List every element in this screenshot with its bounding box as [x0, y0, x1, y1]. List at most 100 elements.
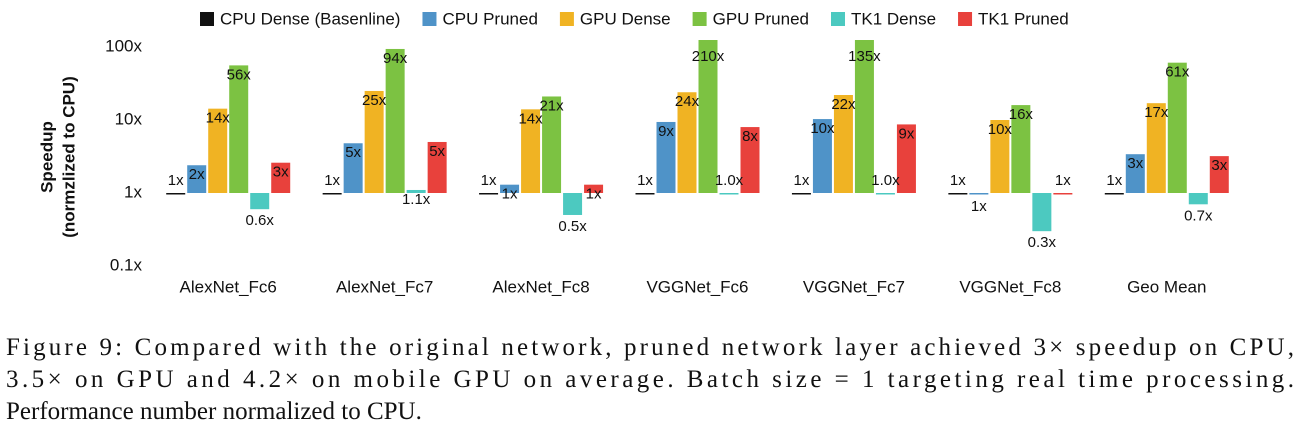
bar	[427, 141, 447, 193]
data-label: 24x	[675, 93, 700, 110]
bar	[322, 193, 342, 195]
x-tick-label: VGGNet_Fc8	[959, 277, 1061, 296]
bar	[500, 184, 520, 193]
bar	[948, 193, 968, 195]
legend-swatch	[692, 12, 707, 26]
data-label: 9x	[899, 125, 915, 142]
bar	[719, 193, 739, 195]
data-label: 1x	[586, 186, 602, 203]
bar	[542, 96, 562, 193]
data-label: 1x	[794, 172, 810, 189]
data-label: 10x	[810, 120, 835, 137]
bar	[635, 193, 655, 195]
data-label: 14x	[206, 110, 231, 127]
bar	[271, 162, 291, 193]
bar	[1053, 193, 1073, 195]
bar	[677, 92, 697, 193]
data-label: 1x	[168, 172, 184, 189]
bar	[584, 184, 604, 193]
data-label: 0.5x	[558, 218, 587, 235]
data-label: 22x	[831, 96, 856, 113]
caption: Performance number normalized to CPU.	[6, 398, 422, 425]
y-tick-label: 10x	[115, 109, 143, 128]
data-label: 17x	[1144, 104, 1169, 121]
data-label: 1x	[637, 172, 653, 189]
x-tick-label: AlexNet_Fc6	[180, 277, 277, 296]
bar	[1125, 154, 1145, 193]
x-tick-label: VGGNet_Fc6	[646, 277, 748, 296]
data-label: 1x	[950, 172, 966, 189]
bar	[896, 124, 916, 193]
bar	[406, 189, 426, 193]
legend-label: TK1 Dense	[851, 9, 936, 28]
data-label: 0.3x	[1028, 234, 1057, 251]
bar	[343, 143, 363, 193]
y-tick-label: 1x	[124, 182, 142, 201]
data-label: 1.0x	[715, 172, 744, 189]
data-label: 1x	[971, 198, 987, 215]
bar	[385, 48, 405, 193]
bar	[698, 40, 718, 193]
legend-label: TK1 Pruned	[978, 9, 1069, 28]
legend-label: GPU Pruned	[713, 9, 809, 28]
bar	[166, 193, 186, 195]
bar	[969, 193, 989, 195]
data-label: 1x	[481, 172, 497, 189]
plot-area	[166, 40, 1229, 232]
legend-swatch	[958, 12, 973, 26]
bar	[1146, 103, 1166, 193]
x-tick-label: Geo Mean	[1127, 277, 1206, 296]
data-label: 1x	[502, 186, 518, 203]
data-label: 210x	[692, 48, 725, 65]
y-axis-label: (normzlized to CPU)	[59, 76, 78, 238]
data-label: 5x	[429, 143, 445, 160]
bar	[875, 193, 895, 195]
legend-swatch	[422, 12, 437, 26]
data-label: 1x	[1106, 172, 1122, 189]
bar	[1209, 156, 1229, 193]
bar	[563, 193, 583, 215]
legend-label: CPU Dense (Basenline)	[220, 9, 400, 28]
data-label: 3x	[273, 164, 289, 181]
y-tick-label: 100x	[105, 36, 142, 55]
data-label: 25x	[362, 92, 387, 109]
bar	[364, 90, 384, 193]
bar	[854, 40, 874, 194]
data-label: 3x	[1211, 157, 1227, 174]
bar	[208, 108, 228, 193]
data-label: 0.7x	[1184, 207, 1213, 224]
data-label: 94x	[383, 50, 408, 67]
data-label: 1x	[324, 172, 340, 189]
data-label: 135x	[848, 48, 881, 65]
caption: Figure 9: Compared with the original net…	[6, 334, 1294, 361]
legend-swatch	[200, 12, 214, 26]
legend-label: CPU Pruned	[442, 9, 537, 28]
bar	[1011, 105, 1031, 193]
bar	[1032, 193, 1052, 232]
bar	[250, 193, 270, 210]
x-tick-label: AlexNet_Fc7	[336, 277, 433, 296]
caption: 3.5× on GPU and 4.2× on mobile GPU on av…	[6, 366, 1294, 393]
bar	[479, 193, 499, 195]
data-label: 1x	[1055, 172, 1071, 189]
data-label: 21x	[539, 97, 564, 114]
legend-swatch	[559, 12, 574, 26]
bar	[229, 65, 249, 193]
bar	[521, 109, 541, 193]
bar	[990, 120, 1010, 193]
legend-label: GPU Dense	[580, 9, 671, 28]
data-label: 2x	[189, 166, 205, 183]
data-label: 56x	[227, 66, 252, 83]
data-label: 10x	[988, 121, 1013, 138]
data-label: 1.0x	[871, 172, 900, 189]
bar	[1104, 193, 1124, 195]
bar	[187, 165, 207, 193]
bar	[740, 127, 760, 193]
data-label: 3x	[1127, 155, 1143, 172]
data-label: 14x	[518, 110, 543, 127]
data-label: 9x	[658, 123, 674, 140]
data-label: 16x	[1009, 106, 1034, 123]
bar	[1188, 193, 1208, 205]
x-tick-label: VGGNet_Fc7	[803, 277, 905, 296]
